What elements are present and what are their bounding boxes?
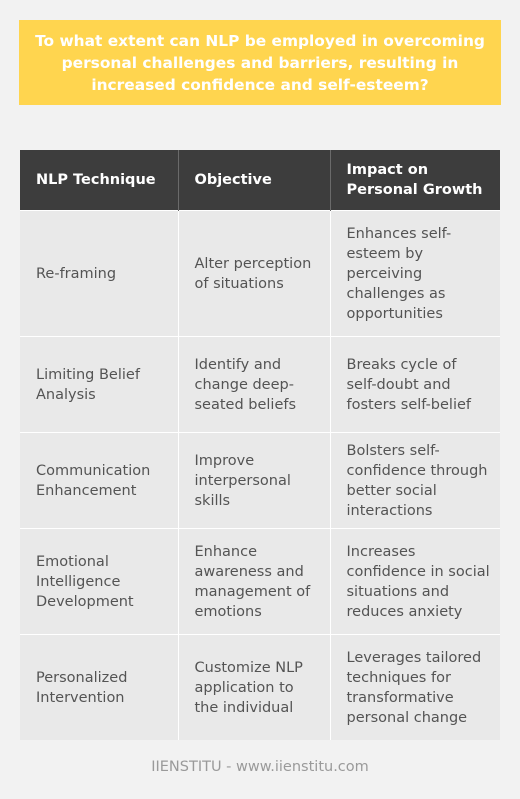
table-row: Emotional Intelligence Development Enhan…	[20, 528, 500, 635]
footer-credit: IIENSTITU - www.iienstitu.com	[151, 759, 369, 775]
cell-technique: Emotional Intelligence Development	[20, 528, 179, 635]
cell-technique: Re-framing	[20, 210, 179, 337]
title-banner: To what extent can NLP be employed in ov…	[19, 20, 501, 105]
cell-objective: Customize NLP application to the individ…	[178, 634, 331, 740]
cell-objective: Improve interpersonal skills	[178, 432, 331, 529]
nlp-techniques-table: NLP Technique Objective Impact on Person…	[20, 150, 500, 740]
cell-objective: Identify and change deep-seated beliefs	[178, 336, 331, 433]
cell-impact: Increases confidence in social situation…	[330, 528, 500, 635]
header-objective: Objective	[178, 150, 331, 211]
cell-technique: Communication Enhancement	[20, 432, 179, 529]
table-row: Re-framing Alter perception of situation…	[20, 210, 500, 337]
table-row: Communication Enhancement Improve interp…	[20, 432, 500, 529]
cell-impact: Enhances self-esteem by perceiving chall…	[330, 210, 500, 337]
cell-technique: Limiting Belief Analysis	[20, 336, 179, 433]
page-title: To what extent can NLP be employed in ov…	[35, 31, 485, 94]
cell-objective: Alter perception of situations	[178, 210, 331, 337]
header-nlp-technique: NLP Technique	[20, 150, 179, 211]
table-row: Limiting Belief Analysis Identify and ch…	[20, 336, 500, 433]
cell-impact: Bolsters self-confidence through better …	[330, 432, 500, 529]
cell-impact: Leverages tailored techniques for transf…	[330, 634, 500, 740]
cell-technique: Personalized Intervention	[20, 634, 179, 740]
table-header-row: NLP Technique Objective Impact on Person…	[20, 150, 500, 211]
cell-objective: Enhance awareness and management of emot…	[178, 528, 331, 635]
cell-impact: Breaks cycle of self-doubt and fosters s…	[330, 336, 500, 433]
header-impact: Impact on Personal Growth	[330, 150, 500, 211]
table-row: Personalized Intervention Customize NLP …	[20, 634, 500, 740]
